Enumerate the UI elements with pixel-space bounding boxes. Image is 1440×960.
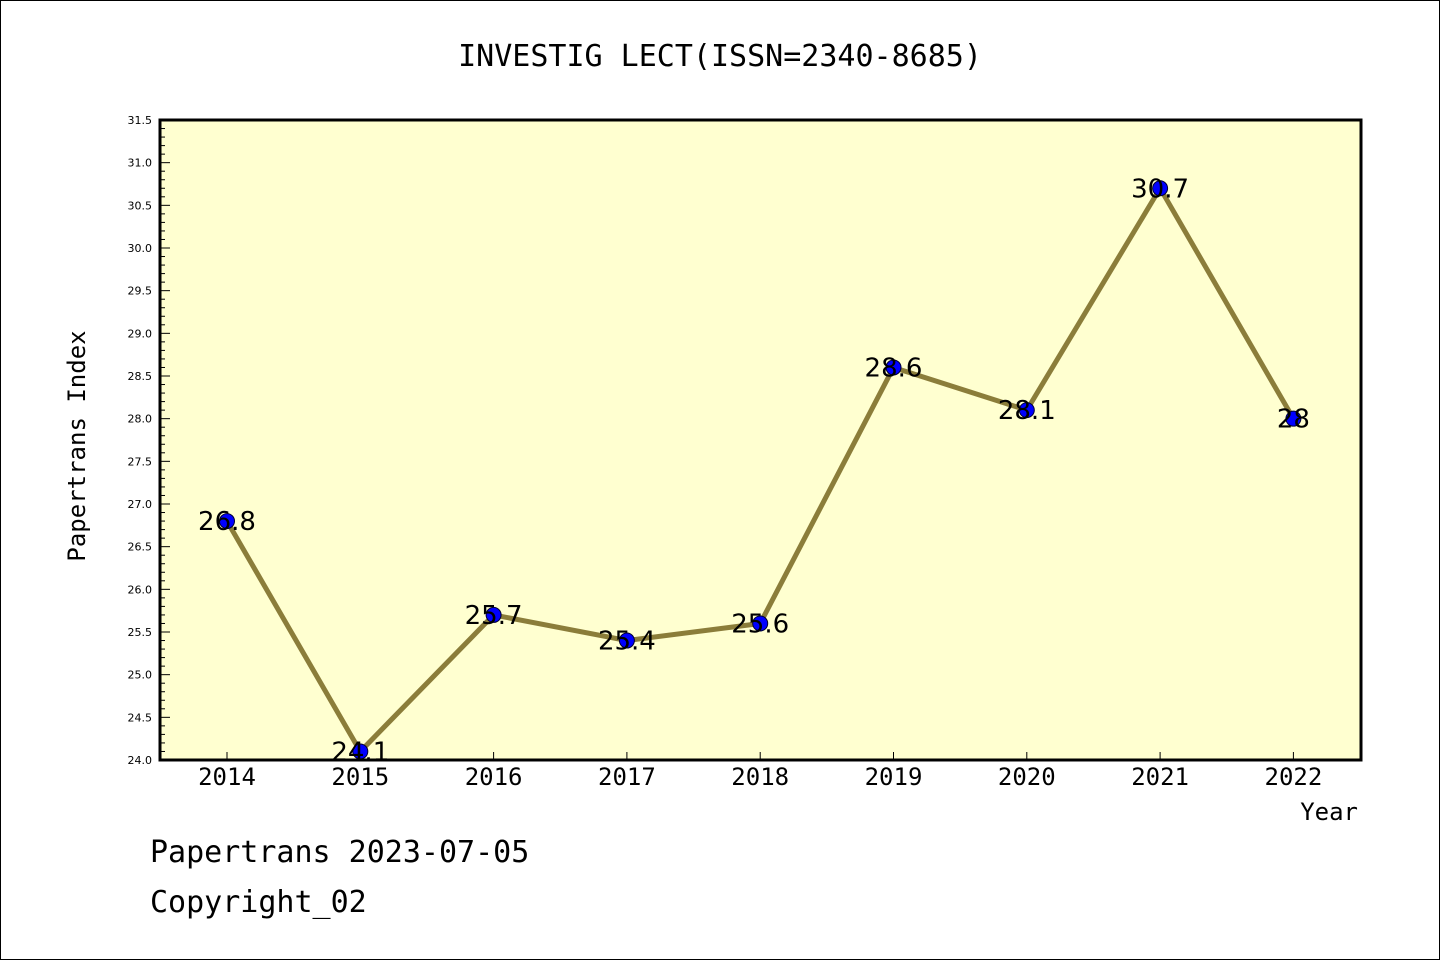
y-tick-label: 29.5 bbox=[128, 285, 153, 298]
data-point bbox=[885, 359, 902, 376]
y-tick-label: 25.5 bbox=[128, 626, 153, 639]
x-axis-title: Year bbox=[1300, 798, 1358, 826]
data-label: 25.7 bbox=[465, 601, 523, 631]
data-point bbox=[219, 513, 235, 530]
x-axis: 2014 2015 2016 2017 2018 2019 2020 2021 2022 bbox=[198, 752, 1322, 791]
y-tick-label: 26.0 bbox=[128, 583, 153, 596]
data-label: 25.4 bbox=[598, 627, 656, 657]
x-tick-label: 2017 bbox=[598, 763, 656, 791]
y-tick-label: 31.0 bbox=[128, 157, 153, 170]
y-axis: 24.0 24.5 25.0 25.5 26.0 26.5 27.0 27.5 28.0 28.5… bbox=[128, 114, 170, 767]
y-tick-label: 28.0 bbox=[128, 413, 153, 426]
data-label: 28.1 bbox=[998, 396, 1056, 426]
data-point bbox=[1152, 180, 1169, 197]
y-tick-label: 28.5 bbox=[128, 370, 153, 383]
data-label: 26.8 bbox=[198, 507, 256, 537]
x-tick-label: 2016 bbox=[465, 763, 523, 791]
y-tick-label: 30.5 bbox=[128, 199, 153, 212]
x-tick-label: 2021 bbox=[1131, 763, 1189, 791]
data-point bbox=[485, 606, 502, 623]
data-label: 25.6 bbox=[731, 609, 789, 639]
footer-copyright: Copyright_02 bbox=[150, 885, 367, 920]
y-tick-label: 31.5 bbox=[128, 114, 153, 127]
x-tick-label: 2019 bbox=[865, 763, 923, 791]
y-tick-label: 30.0 bbox=[128, 242, 153, 255]
chart-title: INVESTIG LECT(ISSN=2340-8685) bbox=[458, 39, 982, 74]
y-tick-label: 27.5 bbox=[128, 455, 153, 468]
x-tick-label: 2020 bbox=[998, 763, 1056, 791]
plot-area bbox=[160, 120, 1361, 760]
data-point bbox=[618, 632, 635, 649]
data-label: 28.6 bbox=[865, 353, 923, 383]
data-point bbox=[1018, 402, 1035, 419]
data-label: 28 bbox=[1277, 405, 1310, 435]
data-labels: 26.8 24.1 25.7 25.4 25.6 28.6 28.1 30.7 28 bbox=[198, 174, 1310, 767]
x-tick-label: 2014 bbox=[198, 763, 256, 791]
x-tick-label: 2022 bbox=[1265, 763, 1323, 791]
data-label: 24.1 bbox=[331, 737, 389, 767]
data-label: 30.7 bbox=[1131, 174, 1189, 204]
y-tick-label: 26.5 bbox=[128, 541, 153, 554]
y-tick-label: 24.5 bbox=[128, 711, 153, 724]
plot-border bbox=[158, 118, 1363, 762]
x-tick-label: 2015 bbox=[331, 763, 389, 791]
data-point bbox=[752, 615, 769, 632]
y-tick-label: 29.0 bbox=[128, 327, 153, 340]
x-tick-label: 2018 bbox=[731, 763, 789, 791]
y-tick-label: 24.0 bbox=[128, 754, 153, 767]
series-markers bbox=[219, 180, 1302, 760]
y-tick-label: 27.0 bbox=[128, 498, 153, 511]
y-tick-label: 25.0 bbox=[128, 669, 153, 682]
footer-source: Papertrans 2023-07-05 bbox=[150, 835, 530, 870]
y-axis-title: Papertrans Index bbox=[63, 330, 91, 561]
data-point bbox=[1285, 410, 1302, 427]
